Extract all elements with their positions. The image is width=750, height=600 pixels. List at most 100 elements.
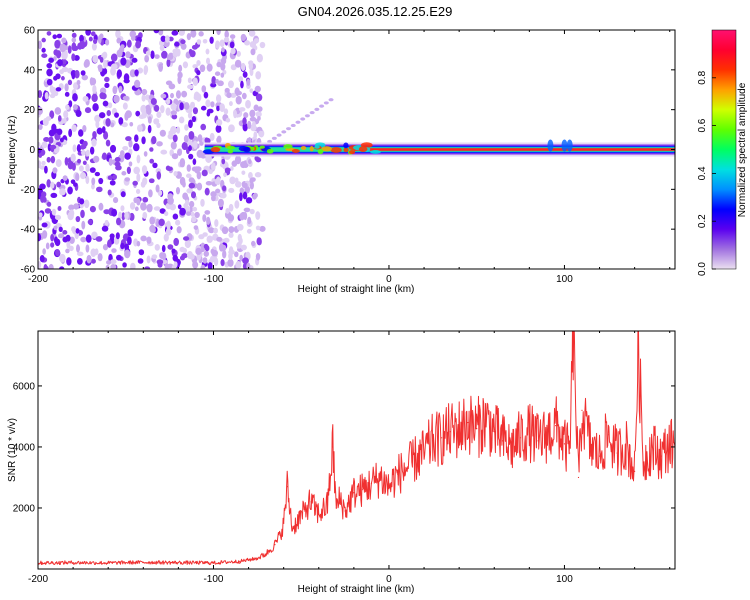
noise-blob <box>116 69 122 78</box>
noise-blob <box>115 217 122 226</box>
snr-point <box>441 437 443 439</box>
noise-blob <box>253 104 259 112</box>
spectrogram-xtick-label: 100 <box>556 274 573 285</box>
branch-blob <box>300 117 306 121</box>
noise-blob <box>203 91 209 99</box>
noise-blob <box>97 253 103 262</box>
noise-blob <box>122 95 130 101</box>
noise-blob <box>151 136 157 145</box>
snr-point <box>511 446 513 448</box>
snr-point <box>569 452 571 454</box>
snr-ytick-label: 2000 <box>13 503 36 514</box>
noise-blob <box>109 233 115 239</box>
noise-blob <box>125 51 131 59</box>
noise-blob <box>257 115 261 121</box>
noise-blob <box>147 116 152 124</box>
noise-blob <box>210 248 215 255</box>
noise-blob <box>255 157 262 163</box>
noise-blob <box>235 90 242 96</box>
noise-blob <box>200 198 205 207</box>
noise-blob <box>237 233 242 242</box>
noise-blob <box>126 166 131 175</box>
noise-blob <box>107 189 112 196</box>
snr-point <box>414 458 416 460</box>
noise-blob <box>138 114 146 120</box>
snr-point <box>388 486 390 488</box>
noise-blob <box>125 110 132 118</box>
noise-blob <box>98 64 103 73</box>
noise-blob <box>241 92 247 100</box>
snr-point <box>309 501 311 503</box>
branch-blob <box>267 139 273 144</box>
noise-blob <box>89 167 96 173</box>
noise-blob <box>136 124 143 132</box>
noise-blob <box>76 257 83 265</box>
noise-blob <box>82 95 89 102</box>
snr-point <box>344 510 346 512</box>
noise-blob <box>202 232 208 237</box>
noise-blob <box>75 172 80 182</box>
noise-blob <box>62 117 67 124</box>
noise-blob <box>248 62 254 71</box>
noise-blob <box>239 192 243 202</box>
colorbar-tick-label: 0.4 <box>697 166 708 180</box>
noise-blob <box>141 88 148 96</box>
noise-blob <box>60 76 65 81</box>
chart-title: GN04.2026.035.12.25.E29 <box>298 4 453 19</box>
noise-blob <box>201 169 208 177</box>
noise-blob <box>85 234 92 243</box>
noise-blob <box>146 236 152 244</box>
noise-blob <box>98 112 106 119</box>
noise-blob <box>48 263 54 269</box>
track-blob <box>317 149 324 155</box>
noise-blob <box>195 247 202 255</box>
noise-blob <box>75 228 80 234</box>
noise-blob <box>216 30 221 36</box>
noise-blob <box>144 54 150 63</box>
snr-ytick-label: 6000 <box>13 381 36 392</box>
noise-blob <box>72 144 77 153</box>
noise-blob <box>82 160 87 166</box>
noise-blob <box>179 102 184 111</box>
noise-blob <box>242 71 248 78</box>
noise-blob <box>210 162 216 171</box>
snr-point <box>616 452 618 454</box>
noise-blob <box>200 242 206 250</box>
snr-xtick-label: -200 <box>28 574 48 585</box>
noise-blob <box>223 172 227 178</box>
noise-blob <box>134 134 139 143</box>
noise-blob <box>219 39 225 48</box>
branch-blob <box>309 110 315 115</box>
noise-blob <box>208 169 213 175</box>
noise-blob <box>71 71 76 80</box>
noise-blob <box>98 202 104 211</box>
track-blob <box>348 150 356 155</box>
branch-blob <box>295 120 301 124</box>
snr-point <box>458 428 460 430</box>
track-blob <box>358 146 368 153</box>
noise-blob <box>94 248 99 256</box>
snr-point <box>335 507 337 509</box>
noise-blob <box>215 94 222 103</box>
noise-blob <box>129 202 136 210</box>
track-blob <box>291 149 300 153</box>
noise-blob <box>38 233 42 242</box>
noise-blob <box>59 266 65 269</box>
noise-blob <box>182 236 190 241</box>
noise-blob <box>63 110 69 119</box>
noise-blob <box>43 137 50 142</box>
colorbar-tick-label: 0.2 <box>697 214 708 228</box>
snr-point <box>634 470 636 472</box>
snr-point <box>502 440 504 442</box>
noise-blob <box>183 134 189 143</box>
noise-blob <box>230 166 234 171</box>
noise-blob <box>55 249 61 257</box>
noise-blob <box>255 252 261 261</box>
noise-blob <box>104 219 109 226</box>
noise-blob <box>89 146 95 155</box>
noise-blob <box>42 248 46 255</box>
noise-blob <box>220 57 227 65</box>
branch-blob <box>286 127 292 131</box>
noise-blob <box>158 63 164 72</box>
noise-blob <box>256 237 262 246</box>
